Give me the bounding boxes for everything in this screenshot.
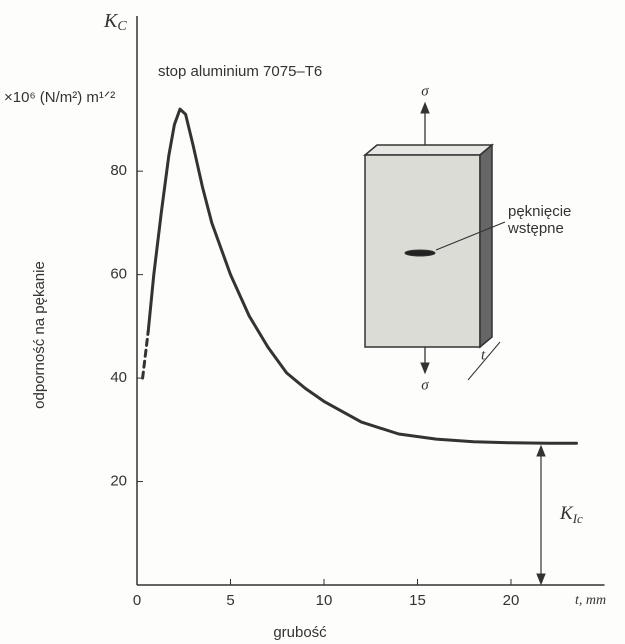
arrowhead	[536, 444, 546, 457]
y-tick-label: 60	[110, 266, 127, 283]
y-tick-label: 80	[110, 162, 127, 179]
curve	[141, 330, 150, 380]
chart-title: stop aluminium 7075–T6	[158, 63, 322, 80]
crack-label: pęknięcie	[508, 203, 571, 220]
x-tick-label: 0	[133, 592, 141, 609]
stress-label: σ	[421, 83, 429, 99]
crack	[404, 249, 436, 257]
curve	[146, 107, 578, 445]
plateau-sub: Ic	[572, 511, 583, 526]
plateau-main: K	[559, 503, 574, 524]
arrowhead	[420, 101, 430, 114]
x-tick-label: 20	[503, 592, 520, 609]
x-tick-label: 10	[316, 592, 333, 609]
arrowhead	[420, 362, 430, 375]
y-axis-label: odporność na pękanie	[31, 261, 48, 409]
x-tick-label: 5	[226, 592, 234, 609]
y-unit: ×10⁶ (N/m²) m¹ᐟ²	[4, 89, 115, 106]
y-symbol: KC	[103, 10, 127, 35]
crack-label: wstępne	[507, 220, 564, 237]
y-tick-label: 40	[110, 369, 127, 386]
arrowhead	[536, 573, 546, 586]
thickness-dimension	[467, 341, 501, 381]
x-unit: t, mm	[575, 593, 606, 608]
specimen-top	[362, 144, 495, 156]
thickness-label: t	[481, 347, 486, 363]
crack-leader	[435, 221, 506, 251]
y-symbol-main: K	[103, 10, 119, 32]
plateau-label: KIc	[559, 503, 583, 526]
y-symbol-sub: C	[117, 19, 127, 34]
y-tick-label: 20	[110, 473, 127, 490]
specimen	[362, 101, 546, 586]
x-axis-label: grubość	[273, 624, 327, 641]
x-tick-label: 15	[409, 592, 426, 609]
stress-label: σ	[421, 377, 429, 393]
specimen-side	[479, 143, 493, 349]
